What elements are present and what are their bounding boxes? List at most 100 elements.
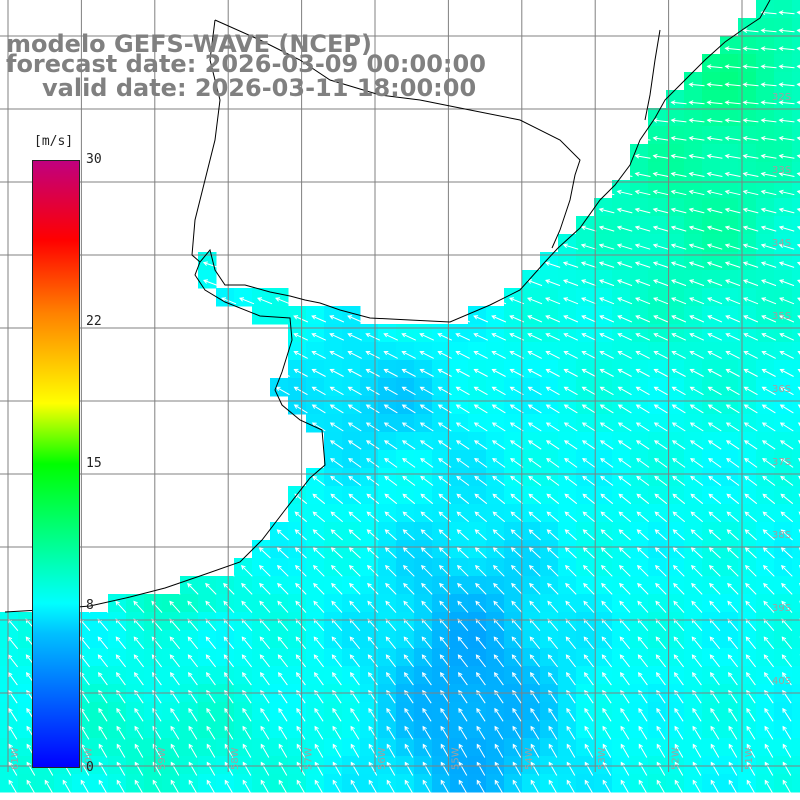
- wind-arrow: [26, 761, 36, 776]
- wind-cell: [738, 234, 757, 253]
- wind-arrow: [527, 351, 542, 359]
- wind-arrow: [116, 707, 126, 722]
- wind-arrow: [456, 511, 470, 523]
- wind-cell: [648, 216, 667, 235]
- wind-arrow: [348, 564, 361, 577]
- wind-arrow: [367, 582, 379, 595]
- wind-arrow: [473, 351, 488, 359]
- wind-arrow: [725, 351, 740, 359]
- wind-arrow: [782, 725, 792, 740]
- wind-arrow: [742, 28, 759, 34]
- wind-arrow: [618, 564, 631, 577]
- wind-arrow: [491, 368, 506, 377]
- wind-arrow: [221, 297, 237, 305]
- wind-arrow: [546, 547, 559, 559]
- wind-arrow: [778, 207, 795, 214]
- wind-arrow: [617, 297, 633, 305]
- wind-arrow: [512, 743, 522, 758]
- wind-arrow: [616, 207, 633, 214]
- wind-cell: [234, 288, 253, 307]
- wind-arrow: [635, 297, 651, 305]
- wind-arrow: [365, 351, 380, 359]
- wind-arrow: [420, 511, 434, 523]
- wind-cell: [702, 234, 721, 253]
- wind-arrow: [402, 564, 415, 577]
- wind-arrow: [620, 779, 630, 794]
- wind-arrow: [512, 779, 522, 794]
- wind-arrow: [562, 261, 579, 268]
- wind-arrow: [762, 475, 776, 486]
- wind-arrow: [619, 636, 631, 650]
- wind-arrow: [241, 582, 253, 595]
- wind-arrow: [420, 547, 433, 559]
- wind-arrow: [620, 707, 630, 722]
- wind-arrow: [473, 333, 489, 341]
- colorbar-tick-label: 0: [86, 760, 94, 775]
- wind-arrow: [727, 654, 738, 668]
- wind-arrow: [653, 422, 668, 432]
- wind-arrow: [598, 225, 615, 232]
- wind-arrow: [778, 64, 795, 70]
- wind-arrow: [349, 654, 360, 668]
- wind-arrow: [493, 582, 505, 595]
- colorbar-unit: [m/s]: [34, 134, 74, 149]
- wind-arrow: [709, 672, 720, 686]
- wind-arrow: [780, 511, 794, 523]
- wind-arrow: [760, 189, 777, 196]
- wind-cell: [774, 288, 793, 307]
- wind-arrow: [205, 654, 216, 668]
- wind-arrow: [169, 654, 180, 668]
- wind-arrow: [548, 725, 558, 740]
- wind-cell: [594, 252, 613, 271]
- wind-arrow: [617, 368, 632, 377]
- wind-cell: [774, 90, 793, 109]
- wind-arrow: [473, 315, 489, 323]
- wind-arrow: [670, 207, 687, 214]
- wind-arrow: [743, 422, 758, 432]
- wind-arrow: [257, 297, 273, 305]
- wind-arrow: [564, 547, 577, 559]
- wind-arrow: [457, 636, 469, 650]
- wind-arrow: [584, 725, 594, 740]
- wind-arrow: [332, 779, 342, 794]
- wind-arrow: [581, 351, 596, 359]
- wind-arrow: [724, 136, 741, 141]
- wind-arrow: [600, 529, 613, 541]
- wind-arrow: [314, 779, 324, 794]
- wind-cell: [630, 180, 649, 199]
- wind-cell: [774, 180, 793, 199]
- wind-arrow: [475, 672, 486, 686]
- wind-arrow: [366, 475, 380, 486]
- wind-arrow: [458, 707, 468, 722]
- wind-arrow: [134, 761, 144, 776]
- wind-arrow: [599, 279, 615, 287]
- wind-arrow: [671, 333, 687, 341]
- wind-arrow: [493, 672, 504, 686]
- wind-cell: [756, 18, 775, 37]
- wind-arrow: [688, 153, 705, 159]
- wind-arrow: [296, 779, 306, 794]
- wind-arrow: [420, 564, 433, 577]
- wind-arrow: [563, 422, 578, 432]
- wind-cell: [756, 72, 775, 91]
- wind-arrow: [456, 529, 469, 541]
- wind-arrow: [728, 707, 738, 722]
- wind-arrow: [688, 243, 705, 250]
- wind-cell: [738, 216, 757, 235]
- wind-arrow: [637, 582, 649, 595]
- wind-arrow: [97, 672, 108, 686]
- wind-arrow: [528, 457, 542, 468]
- wind-arrow: [706, 243, 723, 250]
- wind-arrow: [780, 493, 794, 505]
- wind-cell: [702, 252, 721, 271]
- wind-arrow: [385, 672, 396, 686]
- wind-arrow: [726, 475, 740, 486]
- wind-arrow: [329, 315, 345, 323]
- wind-arrow: [564, 529, 577, 541]
- wind-arrow: [636, 475, 650, 486]
- wind-arrow: [763, 600, 775, 613]
- coastline: [4, 0, 771, 613]
- wind-cell: [792, 432, 800, 451]
- wind-arrow: [670, 100, 687, 105]
- wind-arrow: [672, 564, 685, 577]
